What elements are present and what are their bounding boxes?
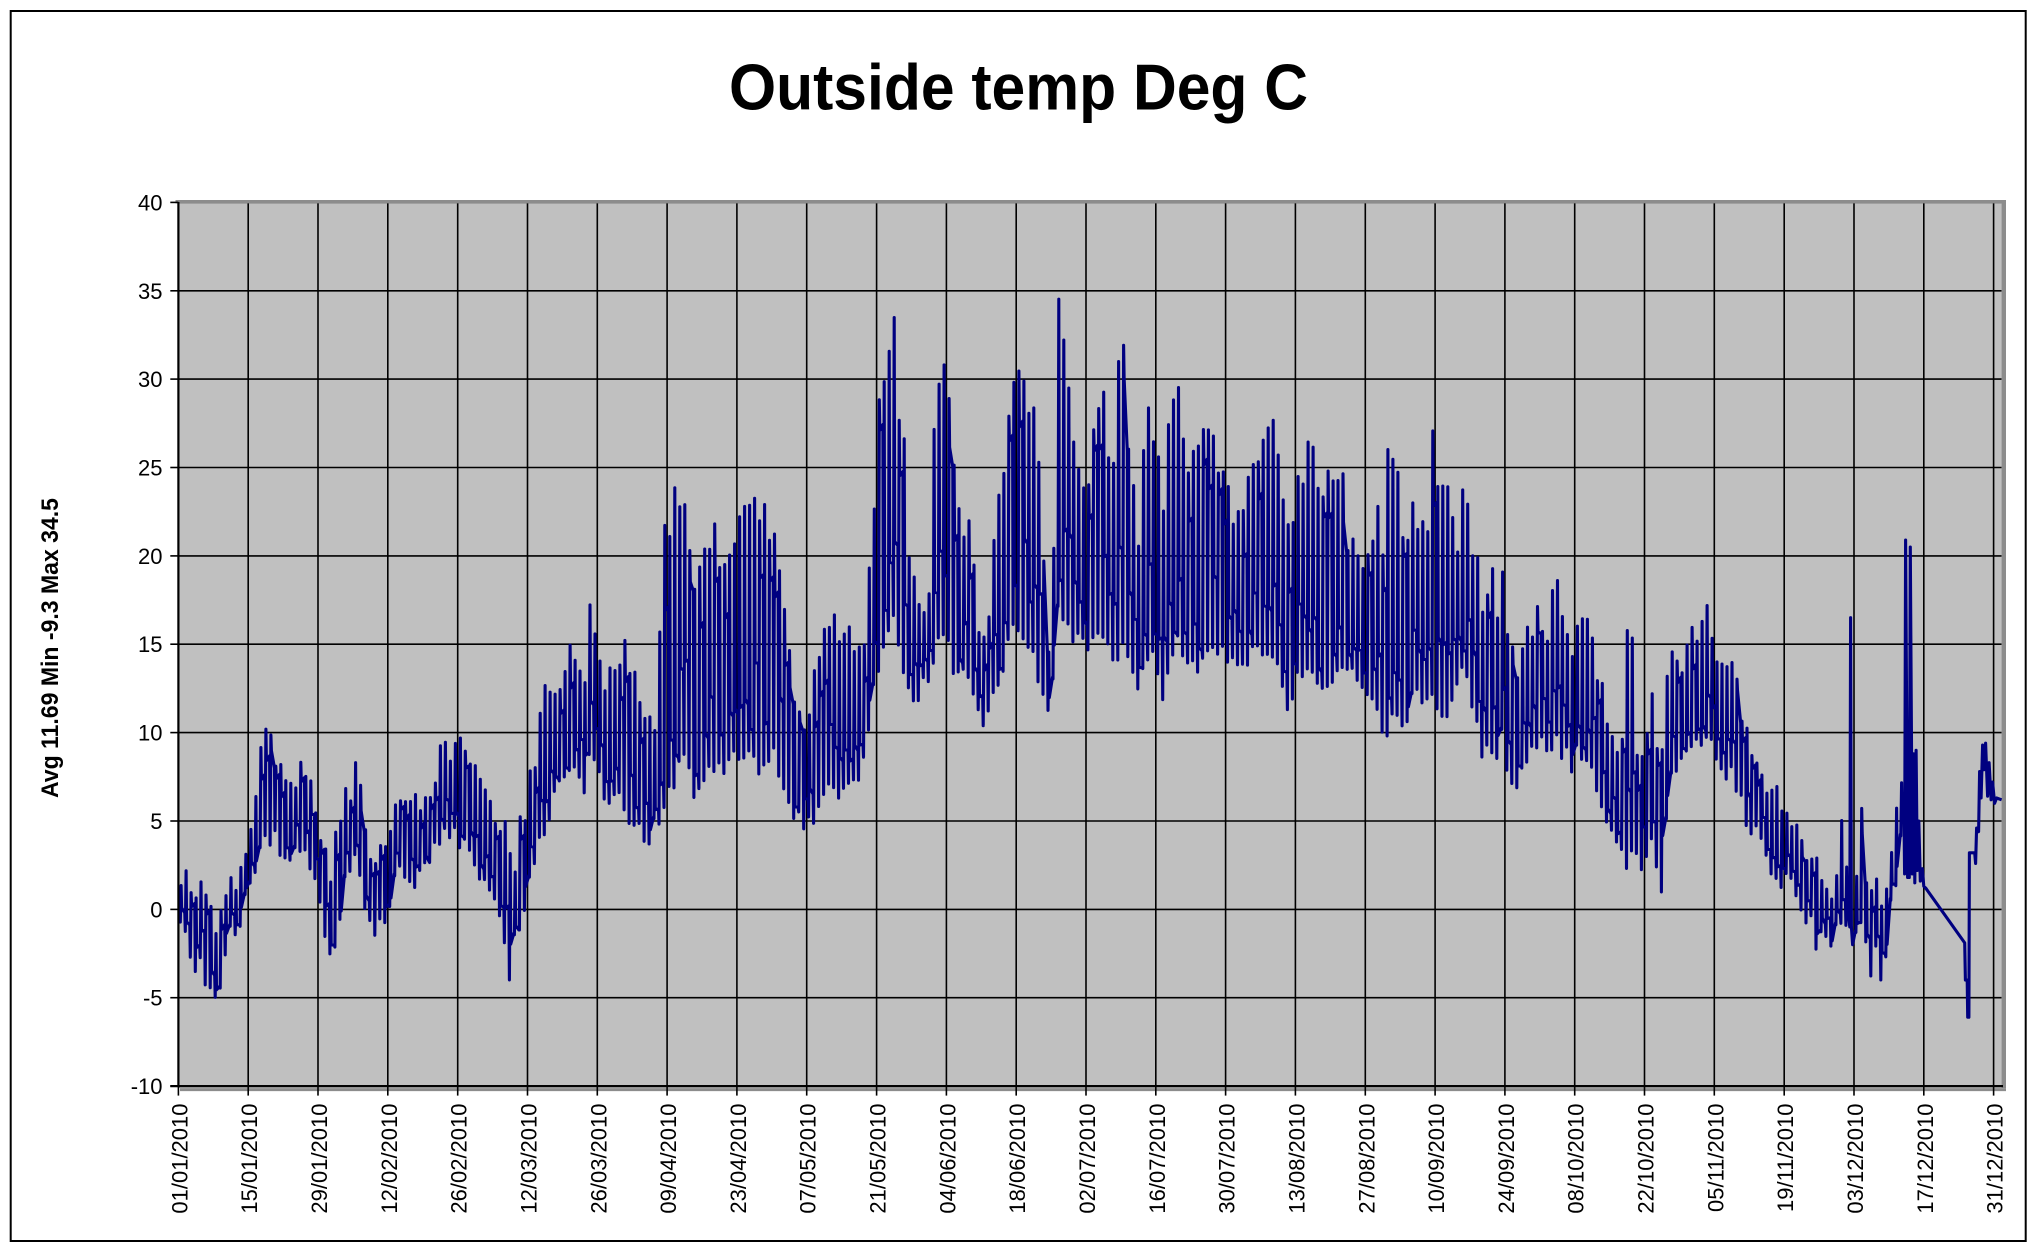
svg-text:15: 15	[138, 632, 162, 657]
svg-text:26/03/2010: 26/03/2010	[586, 1104, 611, 1214]
svg-text:03/12/2010: 03/12/2010	[1843, 1104, 1868, 1214]
svg-text:30/07/2010: 30/07/2010	[1215, 1104, 1240, 1214]
svg-text:12/02/2010: 12/02/2010	[377, 1104, 402, 1214]
svg-text:5: 5	[150, 809, 162, 834]
svg-text:-5: -5	[143, 986, 163, 1011]
svg-text:25: 25	[138, 456, 162, 481]
svg-text:30: 30	[138, 367, 162, 392]
svg-text:09/04/2010: 09/04/2010	[656, 1104, 681, 1214]
svg-text:16/07/2010: 16/07/2010	[1145, 1104, 1170, 1214]
svg-text:27/08/2010: 27/08/2010	[1354, 1104, 1379, 1214]
svg-text:29/01/2010: 29/01/2010	[307, 1104, 332, 1214]
svg-text:17/12/2010: 17/12/2010	[1913, 1104, 1938, 1214]
svg-text:05/11/2010: 05/11/2010	[1703, 1104, 1728, 1212]
svg-text:26/02/2010: 26/02/2010	[447, 1104, 472, 1214]
svg-text:40: 40	[138, 190, 162, 215]
svg-text:22/10/2010: 22/10/2010	[1634, 1104, 1659, 1214]
svg-text:31/12/2010: 31/12/2010	[1983, 1104, 2008, 1214]
svg-text:04/06/2010: 04/06/2010	[935, 1104, 960, 1214]
svg-text:07/05/2010: 07/05/2010	[796, 1104, 821, 1214]
svg-text:23/04/2010: 23/04/2010	[726, 1104, 751, 1214]
svg-text:10: 10	[138, 721, 162, 746]
svg-text:-10: -10	[131, 1074, 163, 1099]
svg-text:18/06/2010: 18/06/2010	[1005, 1104, 1030, 1214]
svg-text:01/01/2010: 01/01/2010	[167, 1104, 192, 1214]
svg-text:Outside temp Deg C: Outside temp Deg C	[729, 51, 1308, 124]
svg-text:02/07/2010: 02/07/2010	[1075, 1104, 1100, 1214]
svg-text:35: 35	[138, 279, 162, 304]
svg-text:13/08/2010: 13/08/2010	[1284, 1104, 1309, 1214]
svg-text:19/11/2010: 19/11/2010	[1773, 1104, 1798, 1212]
svg-text:0: 0	[150, 897, 162, 922]
svg-text:24/09/2010: 24/09/2010	[1494, 1104, 1519, 1214]
svg-text:10/09/2010: 10/09/2010	[1424, 1104, 1449, 1214]
svg-text:21/05/2010: 21/05/2010	[866, 1104, 891, 1214]
svg-text:08/10/2010: 08/10/2010	[1564, 1104, 1589, 1214]
svg-text:Avg 11.69 Min -9.3 Max 34.5: Avg 11.69 Min -9.3 Max 34.5	[37, 498, 64, 798]
svg-text:15/01/2010: 15/01/2010	[237, 1104, 262, 1214]
svg-text:12/03/2010: 12/03/2010	[517, 1104, 542, 1214]
svg-text:20: 20	[138, 544, 162, 569]
